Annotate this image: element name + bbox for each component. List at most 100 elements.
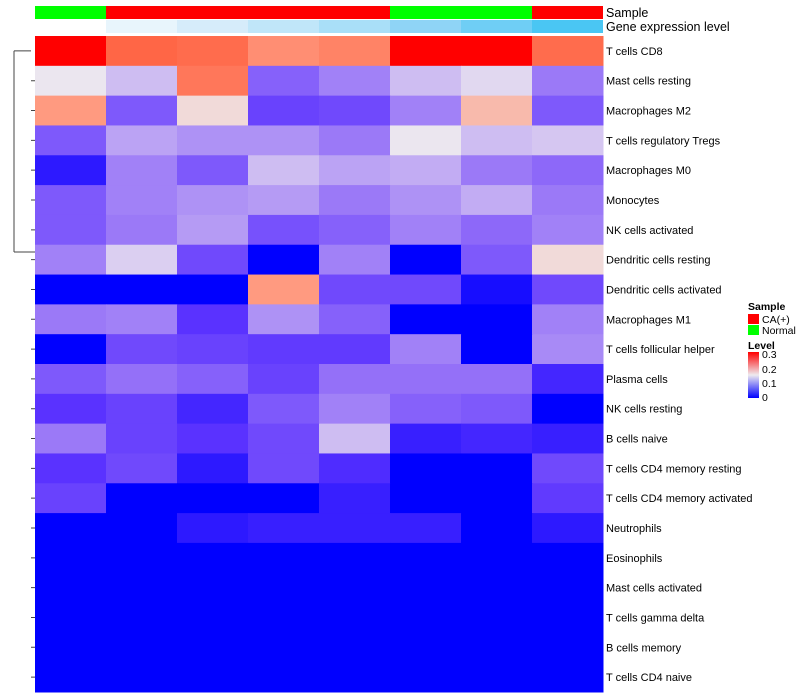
heatmap-cell [248,662,320,693]
heatmap-cell [248,244,320,276]
heatmap-cell [106,185,178,216]
legend-tick-0.1: 0.1 [762,378,777,390]
heatmap-cell [177,185,249,216]
heatmap-cell [390,632,462,663]
heatmap-cell [532,125,604,156]
heatmap-cell [390,364,462,395]
row-label: Eosinophils [606,553,663,565]
heatmap-cell [532,572,604,604]
heatmap-cell [319,393,391,425]
heatmap-cell [35,214,107,246]
heatmap-cell [461,572,533,604]
heatmap-cell [177,244,249,276]
heatmap-cell [106,572,178,604]
heatmap-cell [319,632,391,663]
heatmap-cell [319,662,391,693]
heatmap-cell [106,95,178,126]
heatmap-cell [319,453,391,484]
heatmap-cell [248,632,320,663]
heatmap-cell [319,602,391,633]
heatmap-cell [532,36,604,67]
heatmap-cell [248,214,320,246]
heatmap-cell [177,304,249,335]
heatmap-cell [532,155,604,186]
row-label: T cells regulatory Tregs [606,135,721,147]
legend-normal-swatch [748,325,759,335]
legend-level-title: Level [748,340,775,352]
heatmap-cell [390,95,462,126]
heatmap-cell [461,453,533,484]
heatmap-cell [461,244,533,276]
heatmap-cell [390,542,462,574]
heatmap-cell [532,423,604,454]
heatmap-cell [177,513,249,544]
heatmap-cell [35,453,107,484]
heatmap-cell [248,572,320,604]
legend-tick-0.3: 0.3 [762,349,777,361]
heatmap-cell [532,364,604,395]
heatmap-cell [248,364,320,395]
row-label: Mast cells resting [606,76,691,88]
heatmap-cell [319,65,391,97]
heatmap-cell [532,662,604,693]
heatmap-cell [390,155,462,186]
heatmap-cell [319,572,391,604]
heatmap-cell [177,632,249,663]
heatmap-cell [35,155,107,186]
heatmap-cell [319,95,391,126]
heatmap-cell [248,304,320,335]
heatmap-cell [248,393,320,425]
row-label: T cells CD4 memory resting [606,463,742,475]
heatmap-cell [106,244,178,276]
heatmap-cell [461,632,533,663]
heatmap-cell [177,602,249,633]
heatmap-cell [319,36,391,67]
heatmap-cell [177,36,249,67]
heatmap-cell [532,513,604,544]
heatmap-cell [35,393,107,425]
heatmap-cell [177,334,249,365]
sample-annotation-cell [106,6,177,19]
sample-annotation-cell [390,6,461,19]
heatmap-cell [319,125,391,156]
heatmap-cell [106,65,178,97]
heatmap-cell [461,393,533,425]
heatmap-cell [532,65,604,97]
row-label: Dendritic cells resting [606,255,711,267]
heatmap-cell [248,542,320,574]
heatmap-cell [390,274,462,305]
heatmap-cell [319,334,391,365]
heatmap-cell [319,244,391,276]
heatmap-cell [248,513,320,544]
heatmap-cell [35,95,107,126]
heatmap-cells [35,36,604,693]
heatmap-cell [177,423,249,454]
heatmap-cell [106,393,178,425]
heatmap-cell [35,572,107,604]
heatmap-cell [532,542,604,574]
heatmap-cell [461,513,533,544]
heatmap-cell [35,483,107,514]
expression-annotation-cell [177,20,248,33]
heatmap-cell [248,274,320,305]
heatmap-cell [35,602,107,633]
sample-annotation-cell [532,6,603,19]
heatmap-cell [319,542,391,574]
heatmap-cell [35,244,107,276]
legend-normal-label: Normal [762,325,796,337]
sample-annotation-cell [461,6,532,19]
heatmap-cell [177,542,249,574]
row-labels: T cells CD8 Mast cells resting Macrophages… [606,46,753,684]
sample-annotation-cell [177,6,248,19]
row-label: Plasma cells [606,374,668,386]
expression-annotation-cell [390,20,461,33]
heatmap-cell [248,155,320,186]
heatmap-cell [390,65,462,97]
heatmap-cell [106,453,178,484]
heatmap-cell [106,513,178,544]
heatmap-cell [35,304,107,335]
heatmap-cell [461,304,533,335]
heatmap-cell [319,364,391,395]
heatmap-cell [248,36,320,67]
